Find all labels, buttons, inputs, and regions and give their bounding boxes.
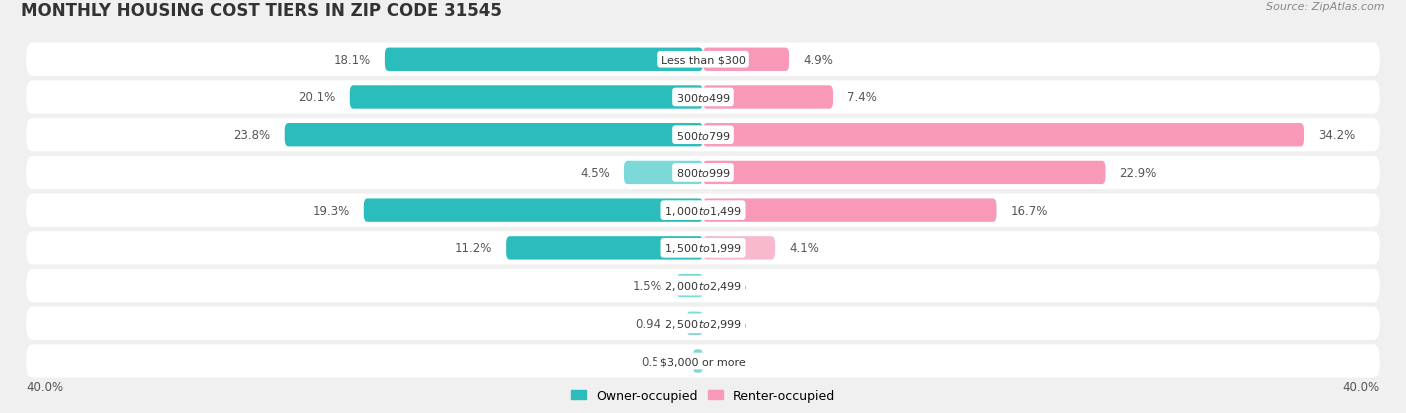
- FancyBboxPatch shape: [703, 48, 789, 72]
- Text: 0.0%: 0.0%: [717, 317, 747, 330]
- Text: $2,000 to $2,499: $2,000 to $2,499: [664, 280, 742, 292]
- Text: 23.8%: 23.8%: [233, 129, 270, 142]
- FancyBboxPatch shape: [285, 124, 703, 147]
- Text: $800 to $999: $800 to $999: [675, 167, 731, 179]
- FancyBboxPatch shape: [27, 307, 1379, 340]
- FancyBboxPatch shape: [703, 161, 1105, 185]
- Text: 0.0%: 0.0%: [717, 355, 747, 368]
- FancyBboxPatch shape: [27, 232, 1379, 265]
- Text: 19.3%: 19.3%: [312, 204, 350, 217]
- Legend: Owner-occupied, Renter-occupied: Owner-occupied, Renter-occupied: [567, 384, 839, 407]
- FancyBboxPatch shape: [703, 199, 997, 222]
- Text: 20.1%: 20.1%: [298, 91, 336, 104]
- FancyBboxPatch shape: [703, 124, 1305, 147]
- Text: Source: ZipAtlas.com: Source: ZipAtlas.com: [1267, 2, 1385, 12]
- Text: 4.1%: 4.1%: [789, 242, 818, 255]
- Text: $300 to $499: $300 to $499: [675, 92, 731, 104]
- FancyBboxPatch shape: [385, 48, 703, 72]
- Text: 40.0%: 40.0%: [27, 380, 63, 393]
- Text: Less than $300: Less than $300: [661, 55, 745, 65]
- Text: $2,500 to $2,999: $2,500 to $2,999: [664, 317, 742, 330]
- FancyBboxPatch shape: [27, 194, 1379, 227]
- FancyBboxPatch shape: [686, 312, 703, 335]
- Text: $1,000 to $1,499: $1,000 to $1,499: [664, 204, 742, 217]
- Text: 1.5%: 1.5%: [633, 280, 662, 292]
- Text: $500 to $799: $500 to $799: [675, 129, 731, 141]
- FancyBboxPatch shape: [27, 119, 1379, 152]
- Text: 0.94%: 0.94%: [636, 317, 672, 330]
- Text: $3,000 or more: $3,000 or more: [661, 356, 745, 366]
- FancyBboxPatch shape: [676, 274, 703, 297]
- Text: 11.2%: 11.2%: [454, 242, 492, 255]
- FancyBboxPatch shape: [27, 43, 1379, 77]
- Text: $1,500 to $1,999: $1,500 to $1,999: [664, 242, 742, 255]
- Text: 4.5%: 4.5%: [581, 166, 610, 180]
- Text: 18.1%: 18.1%: [333, 54, 371, 66]
- FancyBboxPatch shape: [506, 237, 703, 260]
- FancyBboxPatch shape: [703, 86, 832, 109]
- Text: 7.4%: 7.4%: [846, 91, 877, 104]
- Text: 40.0%: 40.0%: [1343, 380, 1379, 393]
- Text: 16.7%: 16.7%: [1011, 204, 1047, 217]
- Text: MONTHLY HOUSING COST TIERS IN ZIP CODE 31545: MONTHLY HOUSING COST TIERS IN ZIP CODE 3…: [21, 2, 502, 20]
- FancyBboxPatch shape: [27, 157, 1379, 190]
- FancyBboxPatch shape: [350, 86, 703, 109]
- FancyBboxPatch shape: [364, 199, 703, 222]
- FancyBboxPatch shape: [27, 344, 1379, 378]
- FancyBboxPatch shape: [624, 161, 703, 185]
- Text: 0.0%: 0.0%: [717, 280, 747, 292]
- FancyBboxPatch shape: [703, 237, 775, 260]
- Text: 22.9%: 22.9%: [1119, 166, 1157, 180]
- FancyBboxPatch shape: [27, 269, 1379, 302]
- FancyBboxPatch shape: [27, 81, 1379, 114]
- FancyBboxPatch shape: [693, 349, 703, 373]
- Text: 34.2%: 34.2%: [1319, 129, 1355, 142]
- Text: 4.9%: 4.9%: [803, 54, 832, 66]
- Text: 0.58%: 0.58%: [641, 355, 679, 368]
